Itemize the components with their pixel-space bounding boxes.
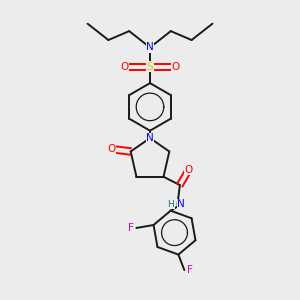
Text: F: F — [187, 265, 193, 275]
Text: N: N — [177, 200, 185, 209]
Text: H: H — [168, 200, 174, 209]
Text: O: O — [121, 62, 129, 72]
Text: O: O — [107, 144, 116, 154]
Text: S: S — [147, 62, 153, 72]
Text: O: O — [185, 165, 193, 175]
Text: O: O — [171, 62, 179, 72]
Text: N: N — [146, 133, 154, 143]
Text: N: N — [146, 43, 154, 52]
Text: F: F — [128, 223, 134, 233]
